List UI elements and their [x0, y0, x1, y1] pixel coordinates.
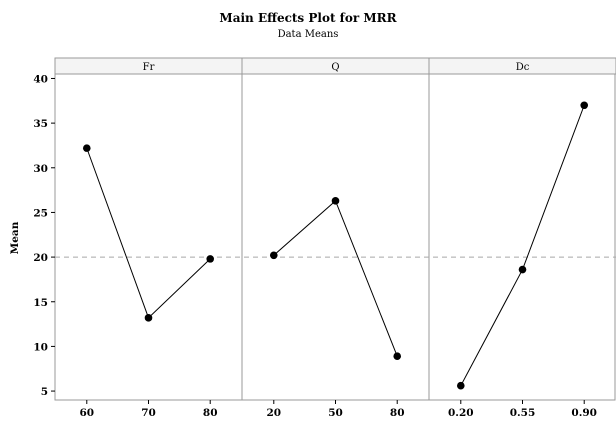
data-point [456, 381, 465, 390]
data-point [82, 144, 91, 152]
y-tick-label: 40 [33, 73, 48, 85]
y-tick-label: 35 [33, 118, 48, 130]
x-tick-label: 0.55 [510, 407, 536, 419]
chart-title: Main Effects Plot for MRR [219, 11, 397, 25]
y-tick-label: 25 [33, 207, 48, 219]
data-point [393, 352, 402, 361]
chart-subtitle: Data Means [278, 29, 339, 40]
data-point [580, 101, 589, 110]
y-axis-label: Mean [9, 221, 21, 254]
x-tick-label: 80 [390, 407, 405, 419]
y-tick-label: 5 [41, 386, 48, 398]
data-point [144, 314, 153, 322]
x-tick-label: 70 [141, 407, 156, 419]
x-tick-label: 20 [266, 407, 281, 419]
plot-area: Fr Q Dc 5 10 15 20 25 30 35 40 60 70 80 20 50 80 0.20 0.55… [33, 57, 616, 419]
data-point [206, 255, 215, 263]
data-point [269, 251, 278, 260]
data-point [331, 197, 340, 205]
x-tick-label: 80 [203, 407, 218, 419]
x-tick-label: 0.90 [571, 407, 597, 419]
panel-label-q: Q [331, 62, 339, 73]
y-tick-label: 30 [33, 163, 48, 175]
panel-label-dc: Dc [516, 62, 530, 73]
panel-label-fr: Fr [143, 62, 155, 73]
y-tick-label: 20 [33, 252, 48, 264]
x-tick-label: 60 [79, 407, 94, 419]
x-tick-label: 0.20 [448, 407, 474, 419]
y-tick-label: 10 [33, 341, 48, 353]
plot-frame [54, 57, 616, 401]
x-tick-label: 50 [328, 407, 343, 419]
y-tick-label: 15 [33, 297, 48, 309]
data-point [518, 265, 527, 274]
